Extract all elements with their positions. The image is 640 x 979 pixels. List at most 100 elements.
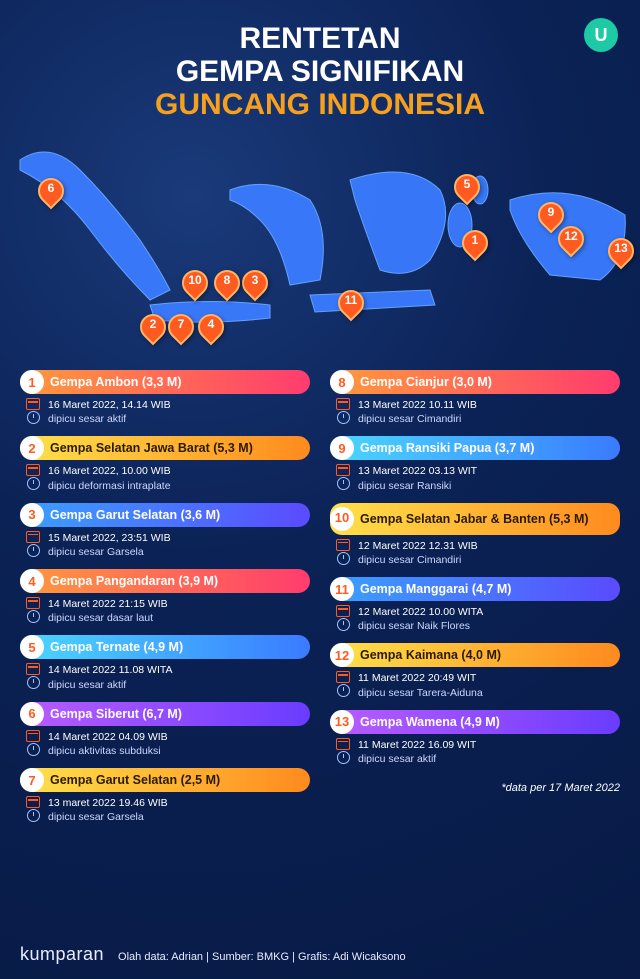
item-cause: dipicu sesar aktif (358, 752, 476, 766)
item-cause: dipicu sesar aktif (48, 678, 173, 692)
item-title: Gempa Ambon (3,3 M) (50, 375, 182, 389)
indonesia-map: 12345678910111213 (10, 130, 630, 350)
item-title: Gempa Ternate (4,9 M) (50, 640, 183, 654)
item-title: Gempa Cianjur (3,0 M) (360, 375, 492, 389)
item-header: 7Gempa Garut Selatan (2,5 M) (20, 768, 310, 792)
map-pin-8: 8 (214, 270, 240, 302)
title-line-3: GUNCANG INDONESIA (0, 88, 640, 121)
item-header: 9Gempa Ransiki Papua (3,7 M) (330, 436, 620, 460)
item-time: 14 Maret 2022 04.09 WIB (48, 730, 168, 744)
footer: kumparan Olah data: Adrian | Sumber: BMK… (20, 944, 620, 965)
item-meta: 11 Maret 2022 16.09 WITdipicu sesar akti… (334, 738, 620, 766)
item-cause: dipicu sesar Ransiki (358, 479, 477, 493)
calendar-clock-icon (24, 531, 42, 557)
item-header: 13 Gempa Wamena (4,9 M) (330, 710, 620, 734)
item-time: 14 Maret 2022 11.08 WITA (48, 663, 173, 677)
calendar-clock-icon (334, 738, 352, 764)
earthquake-item-5: 5 Gempa Ternate (4,9 M) 14 Maret 2022 11.0… (20, 635, 310, 693)
map-pin-4: 4 (198, 314, 224, 346)
item-header: 4 Gempa Pangandaran (3,9 M) (20, 569, 310, 593)
earthquake-item-13: 13 Gempa Wamena (4,9 M) 11 Maret 2022 16.0… (330, 710, 620, 768)
calendar-clock-icon (24, 597, 42, 623)
item-meta: 16 Maret 2022, 14.14 WIBdipicu sesar akt… (24, 398, 310, 426)
item-header: 10 Gempa Selatan Jabar & Banten (5,3 M) (330, 503, 620, 535)
earthquake-item-9: 9Gempa Ransiki Papua (3,7 M) 13 Maret 202… (330, 436, 620, 494)
title-line-1: RENTETAN (0, 22, 640, 55)
item-title: Gempa Pangandaran (3,9 M) (50, 574, 218, 588)
earthquake-item-8: 8 Gempa Cianjur (3,0 M) 13 Maret 2022 10.1… (330, 370, 620, 428)
item-time: 15 Maret 2022, 23:51 WIB (48, 531, 171, 545)
item-number: 2 (20, 436, 44, 460)
item-meta: 16 Maret 2022, 10.00 WIBdipicu deformasi… (24, 464, 310, 492)
earthquake-lists: 1Gempa Ambon (3,3 M) 16 Maret 2022, 14.14… (20, 370, 620, 826)
item-header: 8 Gempa Cianjur (3,0 M) (330, 370, 620, 394)
item-time: 13 Maret 2022 03.13 WIT (358, 464, 477, 478)
footer-brand: kumparan (20, 944, 104, 965)
item-cause: dipicu sesar dasar laut (48, 611, 168, 625)
item-number: 4 (20, 569, 44, 593)
earthquake-item-12: 12 Gempa Kaimana (4,0 M) 11 Maret 2022 20:… (330, 643, 620, 701)
item-title: Gempa Manggarai (4,7 M) (360, 582, 511, 596)
footer-credit: Olah data: Adrian | Sumber: BMKG | Grafi… (118, 951, 406, 963)
list-column-left: 1Gempa Ambon (3,3 M) 16 Maret 2022, 14.14… (20, 370, 310, 826)
item-time: 12 Maret 2022 12.31 WIB (358, 539, 478, 553)
calendar-clock-icon (24, 796, 42, 822)
item-number: 5 (20, 635, 44, 659)
item-cause: dipicu sesar aktif (48, 412, 171, 426)
item-number: 12 (330, 643, 354, 667)
item-meta: 11 Maret 2022 20:49 WITdipicu sesar Tare… (334, 671, 620, 699)
item-number: 9 (330, 436, 354, 460)
earthquake-item-7: 7Gempa Garut Selatan (2,5 M) 13 maret 202… (20, 768, 310, 826)
item-time: 16 Maret 2022, 14.14 WIB (48, 398, 171, 412)
earthquake-item-11: 11Gempa Manggarai (4,7 M)12 Maret 2022 1… (330, 577, 620, 635)
item-time: 11 Maret 2022 20:49 WIT (358, 671, 483, 685)
item-title: Gempa Wamena (4,9 M) (360, 715, 500, 729)
list-column-right: 8 Gempa Cianjur (3,0 M) 13 Maret 2022 10.1… (330, 370, 620, 826)
item-meta: 14 Maret 2022 21:15 WIBdipicu sesar dasa… (24, 597, 310, 625)
item-title: Gempa Selatan Jabar & Banten (5,3 M) (360, 512, 589, 526)
calendar-clock-icon (334, 539, 352, 565)
title-block: RENTETAN GEMPA SIGNIFIKAN GUNCANG INDONE… (0, 22, 640, 121)
map-pin-5: 5 (454, 174, 480, 206)
item-meta: 14 Maret 2022 11.08 WITAdipicu sesar akt… (24, 663, 310, 691)
data-note: *data per 17 Maret 2022 (330, 782, 620, 794)
item-number: 7 (20, 768, 44, 792)
map-svg (10, 130, 630, 350)
map-pin-1: 1 (462, 230, 488, 262)
map-pin-7: 7 (168, 314, 194, 346)
calendar-clock-icon (334, 398, 352, 424)
map-pin-10: 10 (182, 270, 208, 302)
title-line-2: GEMPA SIGNIFIKAN (0, 55, 640, 88)
item-cause: dipicu sesar Cimandiri (358, 553, 478, 567)
item-title: Gempa Kaimana (4,0 M) (360, 648, 501, 662)
item-header: 5 Gempa Ternate (4,9 M) (20, 635, 310, 659)
item-header: 2Gempa Selatan Jawa Barat (5,3 M) (20, 436, 310, 460)
map-pin-2: 2 (140, 314, 166, 346)
item-cause: dipicu sesar Garsela (48, 545, 171, 559)
map-pin-6: 6 (38, 178, 64, 210)
calendar-clock-icon (334, 464, 352, 490)
item-time: 13 maret 2022 19.46 WIB (48, 796, 168, 810)
item-cause: dipicu sesar Cimandiri (358, 412, 477, 426)
item-number: 3 (20, 503, 44, 527)
calendar-clock-icon (334, 671, 352, 697)
map-pin-11: 11 (338, 290, 364, 322)
map-pin-12: 12 (558, 226, 584, 258)
item-meta: 13 maret 2022 19.46 WIBdipicu sesar Gars… (24, 796, 310, 824)
earthquake-item-10: 10 Gempa Selatan Jabar & Banten (5,3 M) 12… (330, 503, 620, 569)
earthquake-item-6: 6 Gempa Siberut (6,7 M) 14 Maret 2022 04.0… (20, 702, 310, 760)
item-time: 14 Maret 2022 21:15 WIB (48, 597, 168, 611)
earthquake-item-1: 1Gempa Ambon (3,3 M) 16 Maret 2022, 14.14… (20, 370, 310, 428)
item-title: Gempa Siberut (6,7 M) (50, 707, 182, 721)
item-number: 10 (330, 507, 354, 531)
item-header: 6 Gempa Siberut (6,7 M) (20, 702, 310, 726)
item-header: 1Gempa Ambon (3,3 M) (20, 370, 310, 394)
item-number: 8 (330, 370, 354, 394)
item-time: 11 Maret 2022 16.09 WIT (358, 738, 476, 752)
item-cause: dipicu deformasi intraplate (48, 479, 171, 493)
item-header: 11Gempa Manggarai (4,7 M) (330, 577, 620, 601)
item-meta: 13 Maret 2022 10.11 WIBdipicu sesar Cima… (334, 398, 620, 426)
item-number: 13 (330, 710, 354, 734)
item-number: 6 (20, 702, 44, 726)
earthquake-item-2: 2Gempa Selatan Jawa Barat (5,3 M) 16 Mare… (20, 436, 310, 494)
